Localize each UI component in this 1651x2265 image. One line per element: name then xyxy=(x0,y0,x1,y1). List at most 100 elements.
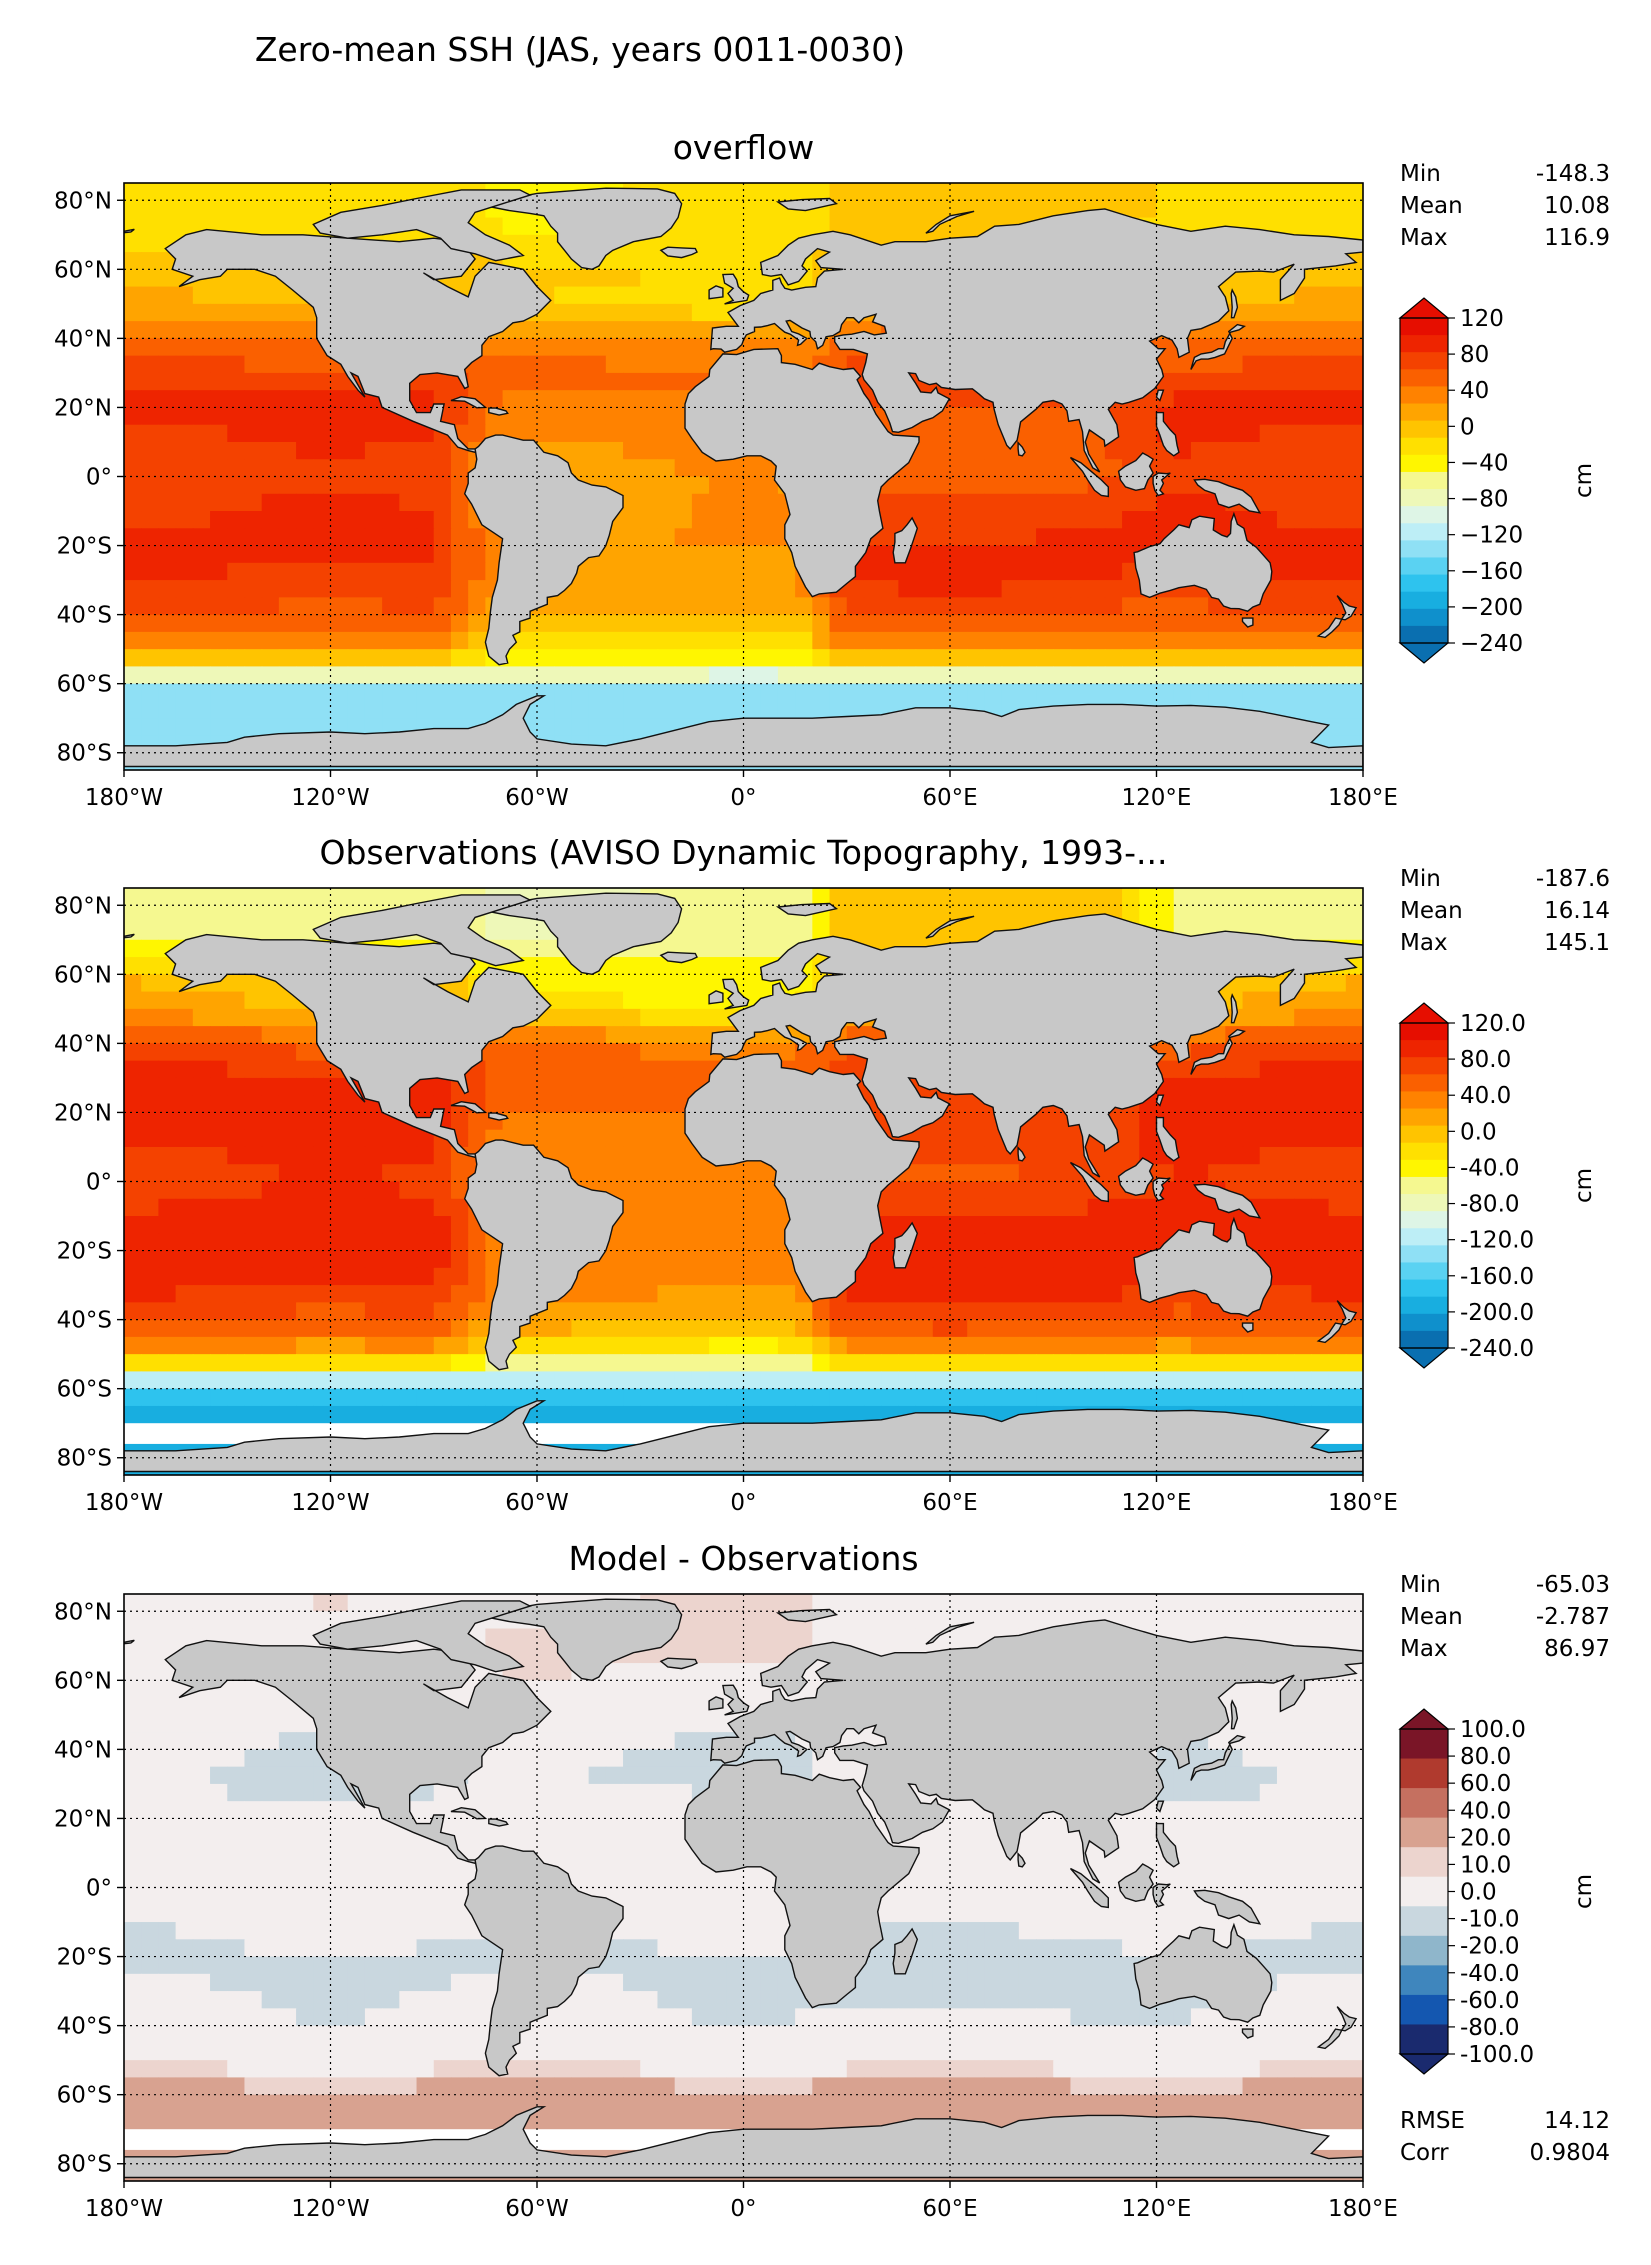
ssh-cell xyxy=(623,1026,641,1044)
ssh-cell xyxy=(227,1164,246,1183)
ssh-cell xyxy=(846,1405,865,1424)
ssh-cell xyxy=(158,303,177,322)
ssh-cell xyxy=(158,1216,177,1234)
ssh-cell xyxy=(950,562,968,581)
ssh-cell xyxy=(1104,1302,1123,1321)
ssh-cell xyxy=(468,700,486,719)
ssh-cell xyxy=(175,1112,194,1131)
ssh-cell xyxy=(1190,1164,1209,1183)
ssh-cell xyxy=(605,957,624,975)
ssh-cell xyxy=(313,1250,332,1269)
ssh-cell xyxy=(313,905,332,924)
ssh-cell xyxy=(1345,700,1363,719)
ssh-cell xyxy=(1122,1146,1140,1165)
ssh-cell xyxy=(726,957,745,975)
ssh-cell xyxy=(829,1354,848,1373)
ssh-cell xyxy=(691,303,710,322)
ssh-cell xyxy=(760,562,779,581)
ssh-cell xyxy=(777,562,796,581)
land-mass xyxy=(659,246,698,259)
ssh-cell xyxy=(881,649,899,668)
ssh-cell xyxy=(674,922,693,941)
ssh-cell xyxy=(1087,1198,1106,1217)
ssh-cell xyxy=(1311,217,1330,236)
ssh-cell xyxy=(554,1336,573,1355)
ssh-cell xyxy=(1122,441,1140,460)
lon-tick-label: 60°E xyxy=(922,785,977,811)
ssh-cell xyxy=(640,1405,659,1424)
ssh-cell xyxy=(709,545,727,564)
ssh-cell xyxy=(709,493,727,512)
ssh-cell xyxy=(984,1181,1003,1200)
ssh-cell xyxy=(1139,631,1158,650)
ssh-cell xyxy=(382,1164,400,1183)
ssh-cell xyxy=(296,1302,314,1321)
ssh-cell xyxy=(433,1388,452,1407)
ssh-cell xyxy=(1328,666,1347,685)
ssh-cell xyxy=(124,183,142,201)
ssh-cell xyxy=(468,545,486,564)
ssh-cell xyxy=(141,649,160,668)
ssh-cell xyxy=(657,441,676,460)
ssh-cell xyxy=(1328,459,1347,478)
ssh-cell xyxy=(691,666,710,685)
ssh-cell xyxy=(1259,1112,1278,1131)
ssh-cell xyxy=(1311,1008,1330,1027)
ssh-cell xyxy=(863,217,882,236)
ssh-cell xyxy=(1190,614,1209,633)
ssh-cell xyxy=(519,252,538,270)
ssh-cell xyxy=(261,1043,280,1062)
ssh-cell xyxy=(382,1354,400,1373)
ssh-cell xyxy=(640,1216,659,1234)
ssh-cell xyxy=(898,1319,917,1338)
ssh-cell xyxy=(554,597,573,616)
ssh-cell xyxy=(141,991,160,1010)
ssh-cell xyxy=(261,372,280,391)
ssh-cell xyxy=(1328,1354,1347,1373)
ssh-cell xyxy=(1345,286,1363,305)
ssh-cell xyxy=(777,217,796,236)
ssh-cell xyxy=(571,303,590,322)
ssh-cell xyxy=(313,372,332,391)
ssh-cell xyxy=(691,528,710,547)
ssh-cell xyxy=(709,1405,727,1424)
ssh-cell xyxy=(192,1077,211,1096)
ssh-cell xyxy=(416,1216,435,1234)
ssh-cell xyxy=(1208,441,1226,460)
ssh-cell xyxy=(1242,1216,1261,1234)
ssh-cell xyxy=(1345,269,1363,288)
ssh-cell xyxy=(1122,1302,1140,1321)
ssh-cell xyxy=(416,511,435,529)
ssh-cell xyxy=(1122,905,1140,924)
ssh-cell xyxy=(433,1336,452,1355)
ssh-cell xyxy=(605,1250,624,1269)
ssh-cell xyxy=(433,562,452,581)
ssh-cell xyxy=(1276,390,1295,409)
ssh-cell xyxy=(932,1267,951,1286)
ssh-cell xyxy=(1001,1146,1020,1165)
ssh-cell xyxy=(1328,1267,1347,1286)
ssh-cell xyxy=(1156,1302,1175,1321)
land-mass xyxy=(1190,323,1247,370)
ssh-cell xyxy=(124,1043,142,1062)
ssh-cell xyxy=(347,580,366,598)
ssh-cell xyxy=(1345,1181,1363,1200)
colorbar-tick-label: −200 xyxy=(1460,595,1523,621)
ssh-cell xyxy=(244,614,263,633)
ssh-cell xyxy=(623,441,641,460)
land-mass xyxy=(463,434,624,666)
ssh-cell xyxy=(244,1129,263,1148)
ssh-cell xyxy=(554,424,573,443)
ssh-cell xyxy=(967,1181,986,1200)
ssh-cell xyxy=(743,528,762,547)
ssh-cell xyxy=(141,1302,160,1321)
ssh-cell xyxy=(1208,614,1226,633)
ssh-cell xyxy=(1345,631,1363,650)
ssh-cell xyxy=(537,1319,555,1338)
ssh-cell xyxy=(278,905,297,924)
ssh-cell xyxy=(605,683,624,702)
ssh-cell xyxy=(846,1319,865,1338)
ssh-cell xyxy=(192,905,211,924)
ssh-cell xyxy=(863,1285,882,1303)
ssh-cell xyxy=(537,1060,555,1079)
